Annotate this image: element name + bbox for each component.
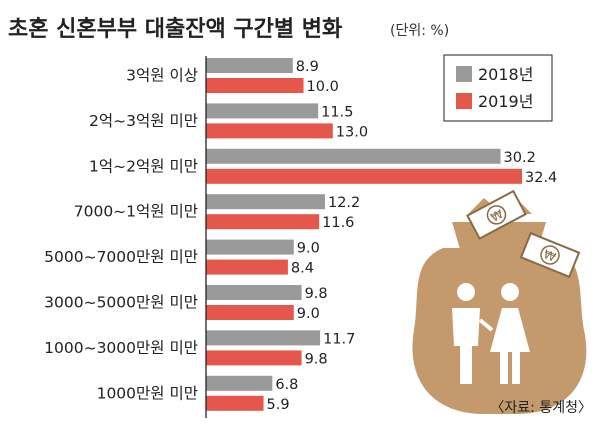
bar-2018년: [206, 103, 319, 119]
legend-label-2019: 2019년: [478, 92, 533, 111]
bar-2018년: [206, 239, 294, 255]
data-label: 11.5: [321, 104, 353, 120]
category-label: 1000~3000만원 미만: [44, 339, 198, 357]
data-label: 8.9: [296, 59, 319, 75]
bar-2019년: [206, 259, 288, 275]
data-label: 10.0: [307, 79, 339, 95]
category-label: 3억원 이상: [126, 67, 198, 85]
data-label: 11.6: [322, 215, 354, 231]
legend-label-2018: 2018년: [478, 65, 533, 84]
category-label: 3000~5000만원 미만: [44, 294, 198, 312]
banknote-icon: ₩: [466, 189, 527, 240]
money-bag-illustration: ₩ ₩: [412, 189, 587, 414]
data-label: 30.2: [504, 150, 536, 166]
bar-2018년: [206, 375, 273, 391]
category-label: 2억~3억원 미만: [89, 112, 198, 130]
data-label: 12.2: [328, 195, 360, 211]
legend: 2018년 2019년: [443, 54, 553, 122]
bar-2018년: [206, 285, 302, 300]
legend-swatch-2019: [456, 93, 472, 109]
legend-swatch-2018: [456, 66, 472, 82]
data-label: 6.8: [275, 377, 298, 393]
banknote-icon-2: ₩: [519, 231, 581, 279]
bar-2018년: [206, 148, 501, 164]
category-label: 5000~7000만원 미만: [44, 248, 198, 266]
bar-2019년: [206, 214, 320, 230]
data-label: 13.0: [336, 124, 368, 140]
data-label: 9.0: [297, 306, 320, 322]
currency-symbol-2: ₩: [541, 247, 557, 264]
bar-2018년: [206, 58, 293, 73]
data-label: 9.8: [305, 286, 328, 302]
data-label: 11.7: [323, 331, 355, 347]
bar-2018년: [206, 194, 325, 210]
data-label: 32.4: [525, 170, 557, 186]
category-label: 1억~2억원 미만: [89, 157, 198, 175]
chart-title: 초혼 신혼부부 대출잔액 구간별 변화: [8, 17, 342, 42]
source-label: 〈자료: 통계청〉: [490, 400, 592, 416]
bar-2019년: [206, 350, 302, 366]
couple-icon: [452, 283, 530, 384]
data-label: 5.9: [267, 397, 290, 413]
data-label: 9.8: [305, 351, 328, 367]
bar-2019년: [206, 78, 304, 93]
bar-2019년: [206, 123, 333, 139]
bar-2018년: [206, 330, 321, 346]
data-label: 9.0: [297, 241, 320, 257]
category-label: 1000만원 미만: [97, 384, 198, 402]
bar-2019년: [206, 395, 264, 411]
bar-group: 3억원 이상 8.9 10.0 2억~3억원 미만 11.5 13.0 1억~2억원 미만 3…: [44, 58, 557, 413]
bar-2019년: [206, 168, 522, 184]
category-label: 7000~1억원 미만: [74, 203, 198, 221]
data-label: 8.4: [291, 261, 314, 277]
unit-label: (단위: %): [390, 23, 449, 39]
bar-2019년: [206, 305, 294, 320]
